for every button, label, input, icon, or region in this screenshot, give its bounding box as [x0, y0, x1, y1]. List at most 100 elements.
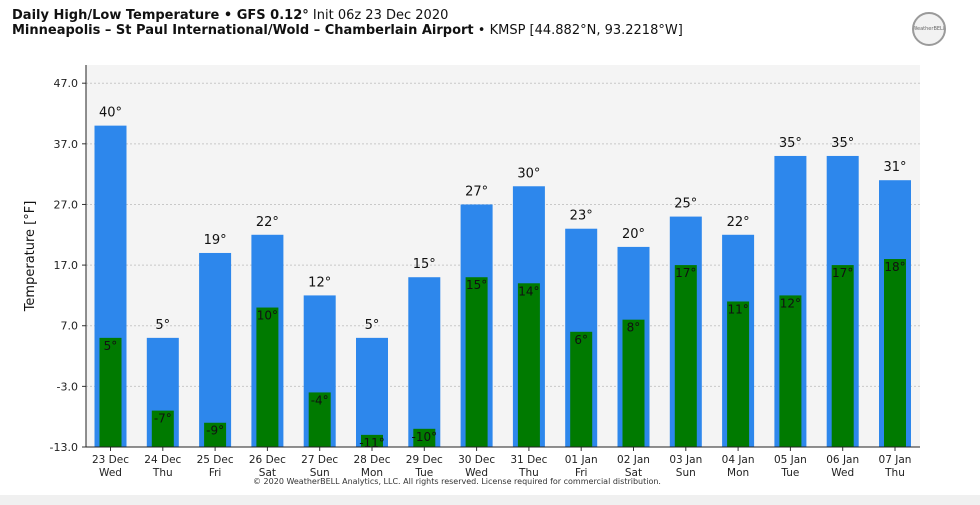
x-tick-label-date: 26 Dec: [249, 454, 286, 466]
low-temp-bar: [256, 307, 279, 447]
x-tick-label-date: 07 Jan: [879, 454, 912, 466]
low-temp-label: 5°: [104, 339, 118, 353]
x-tick-label-day: Thu: [884, 467, 905, 479]
x-tick-label-date: 23 Dec: [92, 454, 129, 466]
high-temp-label: 23°: [570, 209, 593, 224]
x-tick-label-date: 03 Jan: [669, 454, 702, 466]
low-temp-label: 17°: [832, 266, 853, 280]
low-temp-bar: [361, 434, 383, 447]
x-tick-label-day: Sun: [676, 467, 696, 479]
high-temp-label: 31°: [883, 160, 906, 175]
x-tick-label-day: Tue: [414, 467, 433, 479]
low-temp-bar: [99, 337, 122, 447]
low-temp-bar: [570, 331, 593, 447]
station-coords: • KMSP [44.882°N, 93.2218°W]: [473, 23, 683, 38]
y-tick-label: 47.0: [54, 77, 79, 90]
high-temp-label: 22°: [727, 215, 750, 230]
low-temp-label: 15°: [466, 278, 487, 292]
low-temp-label: 8°: [627, 321, 641, 335]
chart-title: Daily High/Low Temperature • GFS 0.12° I…: [12, 8, 683, 23]
low-temp-bar: [465, 277, 488, 447]
x-tick-label-day: Wed: [465, 467, 488, 479]
x-tick-label-date: 31 Dec: [510, 454, 547, 466]
y-tick-label: 7.0: [61, 320, 79, 333]
high-temp-label: 20°: [622, 227, 645, 242]
x-tick-label-day: Thu: [518, 467, 539, 479]
low-temp-bar: [517, 283, 540, 447]
x-tick-label-date: 29 Dec: [406, 454, 443, 466]
x-tick-label-day: Sat: [259, 467, 276, 479]
high-temp-label: 5°: [365, 318, 380, 333]
x-tick-label-date: 05 Jan: [774, 454, 807, 466]
high-temp-label: 30°: [517, 166, 540, 181]
x-tick-label-date: 02 Jan: [617, 454, 650, 466]
high-temp-label: 22°: [256, 215, 279, 230]
low-temp-label: 11°: [727, 302, 748, 316]
x-tick-label-date: 04 Jan: [722, 454, 755, 466]
low-temp-bar: [831, 265, 854, 447]
high-temp-label: 5°: [155, 318, 170, 333]
low-temp-bar: [622, 319, 645, 447]
y-axis-label: Temperature [°F]: [23, 201, 38, 313]
weatherbell-logo: WeatherBELL: [912, 12, 946, 46]
x-tick-label-day: Wed: [99, 467, 122, 479]
low-temp-bar: [204, 422, 227, 447]
high-temp-bar: [356, 337, 388, 447]
x-tick-label-day: Thu: [152, 467, 173, 479]
x-tick-label-day: Wed: [831, 467, 854, 479]
x-tick-label-date: 01 Jan: [565, 454, 598, 466]
y-tick-label: -13.0: [50, 441, 78, 454]
low-temp-bar: [779, 295, 802, 447]
x-tick-label-date: 30 Dec: [458, 454, 495, 466]
low-temp-bar: [308, 392, 331, 447]
low-temp-label: 10°: [257, 309, 278, 323]
title-init: Init 06z 23 Dec 2020: [308, 8, 449, 23]
low-temp-bar: [884, 259, 906, 447]
low-temp-label: -4°: [311, 393, 329, 407]
x-tick-label-date: 24 Dec: [144, 454, 181, 466]
x-tick-label-day: Mon: [727, 467, 749, 479]
y-tick-label: 27.0: [54, 198, 79, 211]
x-tick-label-day: Sat: [625, 467, 642, 479]
low-temp-label: 12°: [780, 296, 801, 310]
low-temp-label: -11°: [359, 436, 385, 450]
low-temp-bar: [413, 428, 436, 447]
low-temp-bar: [151, 410, 174, 447]
x-tick-label-date: 27 Dec: [301, 454, 338, 466]
low-temp-label: -9°: [206, 424, 224, 438]
high-temp-bar: [199, 252, 232, 447]
x-tick-label-date: 06 Jan: [826, 454, 859, 466]
x-tick-label-date: 25 Dec: [197, 454, 234, 466]
high-temp-bar: [408, 277, 441, 447]
y-tick-label: -3.0: [57, 380, 78, 393]
low-temp-label: 14°: [518, 284, 539, 298]
x-tick-label-date: 28 Dec: [353, 454, 390, 466]
low-temp-label: 6°: [574, 333, 588, 347]
bottom-strip: [0, 495, 980, 505]
x-tick-label-day: Sun: [310, 467, 330, 479]
chart-header: Daily High/Low Temperature • GFS 0.12° I…: [12, 8, 683, 38]
high-temp-label: 12°: [308, 275, 331, 290]
chart-subtitle: Minneapolis – St Paul International/Wold…: [12, 23, 683, 38]
low-temp-label: 17°: [675, 266, 696, 280]
low-temp-bar: [727, 301, 750, 447]
copyright-notice: © 2020 WeatherBELL Analytics, LLC. All r…: [253, 477, 661, 486]
title-bold: Daily High/Low Temperature • GFS 0.12°: [12, 8, 309, 23]
high-temp-label: 27°: [465, 184, 488, 199]
x-tick-label-day: Mon: [361, 467, 383, 479]
y-tick-label: 17.0: [54, 259, 79, 272]
high-temp-label: 15°: [413, 257, 436, 272]
low-temp-label: -10°: [411, 430, 437, 444]
low-temp-label: 18°: [884, 260, 905, 274]
station-name: Minneapolis – St Paul International/Wold…: [12, 23, 474, 38]
high-temp-label: 35°: [779, 136, 802, 151]
high-temp-label: 40°: [99, 106, 122, 121]
logo-text: WeatherBELL: [912, 26, 946, 32]
x-tick-label-day: Fri: [575, 467, 588, 479]
y-tick-label: 37.0: [54, 138, 79, 151]
x-tick-label-day: Tue: [780, 467, 799, 479]
high-temp-label: 35°: [831, 136, 854, 151]
low-temp-label: -7°: [154, 412, 172, 426]
x-tick-label-day: Fri: [209, 467, 222, 479]
